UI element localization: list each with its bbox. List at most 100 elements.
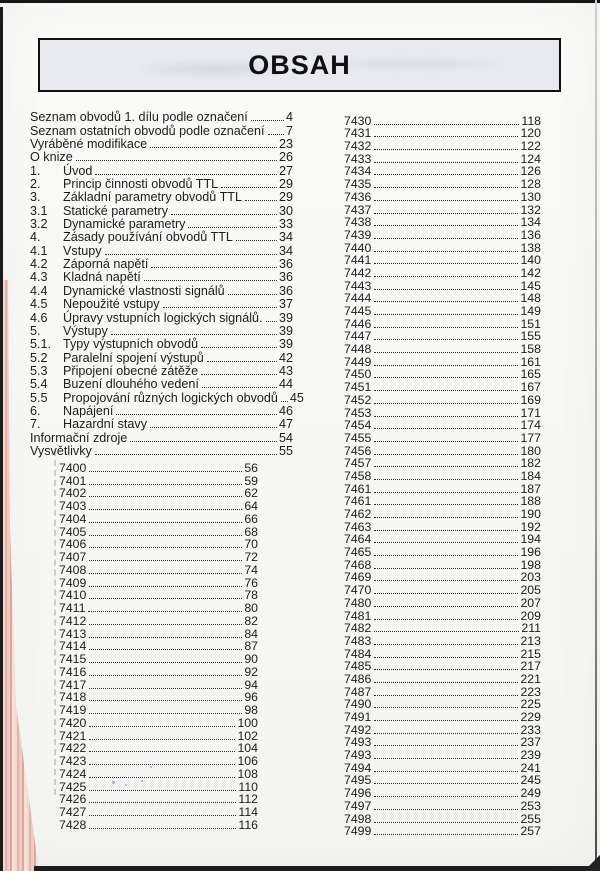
ic-list-row: 7417 94 [59, 677, 258, 692]
toc-item-page: 46 [278, 403, 293, 418]
ic-page: 239 [520, 748, 541, 763]
ic-number: 7440 [344, 240, 372, 255]
ic-page: 142 [520, 265, 541, 280]
ic-list-row: 7415 90 [59, 652, 258, 666]
ic-list-row: 7496 249 [344, 786, 541, 801]
ic-number: 7406 [59, 537, 87, 552]
ic-page: 72 [244, 550, 258, 564]
page-title: OBSAH [248, 49, 351, 80]
dot-leader [89, 713, 243, 714]
toc-item-label: Propojování různých logických obvodů [63, 390, 278, 405]
dot-leader [89, 521, 243, 523]
scan-edge-bottom [34, 866, 600, 871]
ic-page: 145 [520, 278, 541, 293]
toc-item-page: 26 [278, 150, 293, 165]
ic-page: 192 [520, 519, 541, 534]
toc-item-page: 29 [278, 190, 293, 205]
ic-number: 7451 [344, 380, 372, 395]
ic-number: 7498 [344, 811, 372, 826]
ic-page: 116 [238, 817, 258, 832]
ic-number: 7486 [344, 671, 372, 686]
ic-list-row: 7447 155 [344, 329, 541, 343]
ic-number: 7452 [344, 392, 372, 407]
dot-leader [374, 428, 519, 430]
dot-leader [374, 440, 519, 442]
ic-page: 78 [244, 588, 258, 603]
dot-leader [374, 732, 519, 734]
ic-number: 7490 [344, 697, 372, 712]
toc-item-number: 2. [30, 177, 41, 192]
ic-list-row: 7424 108 [59, 767, 258, 781]
dot-leader [374, 212, 519, 214]
toc-item-page: 7 [285, 123, 293, 138]
dot-leader [374, 529, 519, 531]
ic-list-row: 7419 98 [59, 703, 258, 717]
dot-leader [374, 123, 520, 125]
toc-item-page: 34 [278, 243, 293, 258]
ic-number: 7407 [59, 550, 87, 564]
ic-number: 7469 [344, 570, 372, 585]
dot-leader [89, 560, 243, 561]
ic-number: 7448 [344, 342, 372, 357]
dot-leader [89, 623, 243, 625]
ic-number: 7496 [344, 786, 372, 801]
dot-leader [374, 681, 519, 683]
ic-page: 96 [244, 690, 258, 705]
toc-item-page: 39 [278, 310, 293, 325]
dot-leader [235, 240, 277, 242]
toc-item-label: Nepoužité vstupy [63, 297, 160, 312]
ic-number: 7487 [344, 684, 372, 699]
dot-leader [374, 796, 519, 798]
ic-number: 7456 [344, 443, 372, 458]
toc-row: 1. Úvod 27 [30, 163, 293, 178]
ic-number: 7449 [344, 354, 372, 369]
ic-page: 182 [520, 456, 541, 471]
toc-item-number: 1. [30, 163, 41, 178]
toc-item-page: 55 [278, 443, 293, 458]
toc-row: 3.1 Statické parametry 30 [30, 204, 293, 218]
dot-leader [374, 415, 519, 417]
dot-leader [89, 725, 236, 727]
toc-item-number: 3.2 [30, 217, 48, 232]
ic-number: 7499 [344, 824, 372, 839]
toc-item-page: 45 [289, 390, 304, 405]
toc-item-number: 4.6 [30, 310, 48, 325]
ic-page: 130 [520, 189, 541, 204]
toc-row: 4.2 Záporná napětí 36 [30, 257, 293, 271]
ic-list-row: 7435 128 [344, 177, 541, 191]
ic-page: 94 [244, 677, 258, 692]
dot-leader [89, 764, 236, 765]
dot-leader [374, 225, 519, 227]
ic-list-row: 7402 62 [59, 486, 258, 501]
ic-page: 59 [244, 473, 258, 488]
ic-number: 7470 [344, 583, 372, 598]
ic-number: 7468 [344, 557, 372, 572]
dot-leader [89, 776, 236, 778]
dot-leader [162, 307, 277, 309]
ic-list-row: 7421 102 [59, 729, 258, 743]
ic-number: 7455 [344, 430, 372, 445]
ic-number: 7444 [344, 291, 372, 306]
ic-list-row: 7480 207 [344, 596, 541, 610]
ic-number: 7436 [344, 189, 372, 204]
ic-number: 7461 [344, 481, 372, 496]
ic-page: 245 [520, 773, 541, 788]
dot-leader [374, 364, 519, 366]
ic-page: 180 [520, 443, 541, 458]
toc-item-number: 5.4 [30, 377, 48, 392]
toc-item-page: 54 [278, 430, 293, 445]
ic-list-row: 7490 225 [344, 697, 541, 712]
page-crease-line [54, 450, 56, 795]
ic-page: 198 [520, 557, 541, 572]
toc-item-number: 4. [30, 230, 41, 245]
ic-number: 7481 [344, 608, 372, 623]
ic-page: 62 [244, 486, 258, 501]
ic-list-right-column: 7430 118 7431 120 7432 122 7433 124 [344, 114, 541, 839]
ic-number: 7418 [59, 690, 87, 705]
ic-page: 90 [244, 652, 258, 666]
ic-number: 7454 [344, 418, 372, 433]
dot-leader [374, 542, 519, 544]
dot-leader [374, 326, 519, 328]
toc-item-number: 4.4 [30, 283, 48, 298]
ic-list-row: 7405 68 [59, 525, 258, 539]
